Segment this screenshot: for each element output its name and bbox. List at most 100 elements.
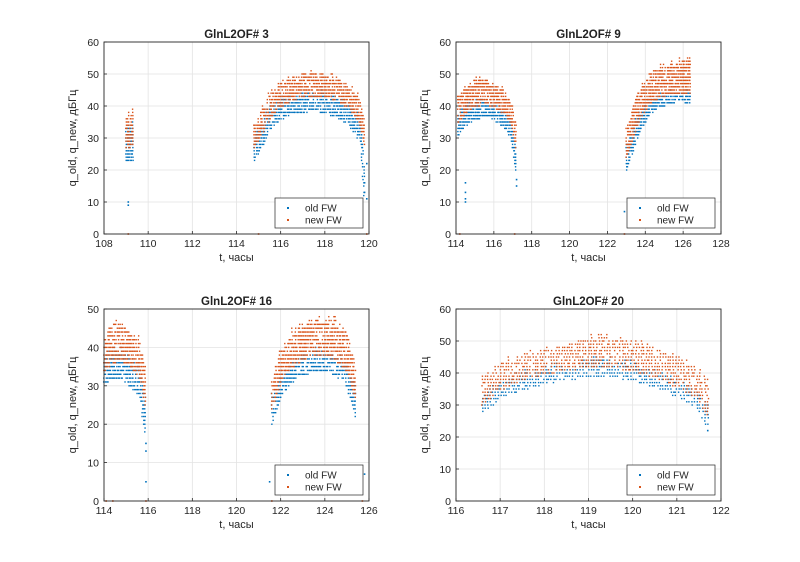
data-point xyxy=(261,137,263,139)
data-point xyxy=(261,118,263,120)
data-point xyxy=(550,356,552,358)
data-point xyxy=(599,356,601,358)
data-point xyxy=(347,381,350,383)
data-point xyxy=(336,365,338,368)
data-point xyxy=(491,95,493,98)
data-point xyxy=(635,105,637,107)
data-point xyxy=(298,111,300,114)
data-point xyxy=(297,98,299,101)
data-point xyxy=(266,134,269,136)
data-point xyxy=(135,354,137,356)
data-point xyxy=(321,342,324,345)
data-point xyxy=(633,134,636,136)
data-point xyxy=(657,79,659,82)
data-point xyxy=(501,108,504,110)
data-point xyxy=(112,369,114,372)
data-point xyxy=(274,388,276,391)
data-point xyxy=(128,350,130,352)
y-tick-label: 10 xyxy=(87,197,99,209)
data-point xyxy=(350,114,352,117)
data-point xyxy=(110,342,113,345)
data-point xyxy=(682,362,685,365)
data-point xyxy=(347,358,349,360)
data-point xyxy=(327,76,329,78)
data-point xyxy=(288,377,290,379)
data-point xyxy=(603,375,605,377)
data-point xyxy=(144,427,146,429)
data-point xyxy=(614,369,616,371)
data-point xyxy=(473,95,476,98)
data-point xyxy=(329,108,331,110)
data-point xyxy=(482,114,484,117)
data-point xyxy=(662,95,664,98)
data-point xyxy=(346,105,348,107)
data-point xyxy=(124,365,126,368)
data-point xyxy=(477,79,480,82)
data-point xyxy=(482,397,484,400)
data-point xyxy=(253,134,255,136)
data-point xyxy=(645,375,648,377)
data-point xyxy=(503,372,506,374)
y-tick-label: 50 xyxy=(439,69,451,81)
data-point xyxy=(514,372,516,374)
data-point xyxy=(253,137,255,139)
data-point xyxy=(589,346,592,349)
data-point xyxy=(127,124,130,126)
data-point xyxy=(483,105,485,107)
data-point xyxy=(271,396,273,399)
data-point xyxy=(513,385,516,387)
data-point xyxy=(345,362,347,364)
data-point xyxy=(652,76,655,78)
data-point xyxy=(298,92,300,94)
data-point xyxy=(345,92,347,94)
data-point xyxy=(654,102,656,104)
data-point xyxy=(318,315,321,318)
data-point xyxy=(340,111,343,114)
data-point xyxy=(605,337,608,339)
data-point xyxy=(493,98,496,101)
data-point xyxy=(685,375,687,377)
data-point xyxy=(536,359,539,361)
data-point xyxy=(497,86,499,88)
data-point xyxy=(491,385,494,387)
data-point xyxy=(141,411,143,414)
data-point xyxy=(629,343,632,345)
data-point xyxy=(671,79,674,82)
data-point xyxy=(650,89,652,91)
data-point xyxy=(654,79,656,82)
data-point xyxy=(471,98,474,101)
data-point xyxy=(329,89,331,91)
data-point xyxy=(338,369,341,372)
data-point xyxy=(279,358,281,360)
data-point xyxy=(640,102,642,104)
data-point xyxy=(645,111,648,114)
data-point xyxy=(511,105,514,107)
data-point xyxy=(333,335,335,337)
legend-marker xyxy=(287,474,289,476)
data-point xyxy=(281,98,283,101)
data-point xyxy=(464,191,467,194)
data-point xyxy=(308,331,310,333)
data-point xyxy=(348,118,351,120)
data-point xyxy=(508,121,510,123)
data-point xyxy=(361,134,363,136)
data-point xyxy=(340,365,342,368)
data-point xyxy=(331,89,334,91)
data-point xyxy=(674,86,676,88)
data-point xyxy=(325,82,328,85)
data-point xyxy=(706,429,709,432)
data-point xyxy=(475,98,477,101)
data-point xyxy=(577,372,580,374)
data-point xyxy=(317,95,319,98)
data-point xyxy=(314,86,316,88)
data-point xyxy=(512,121,515,123)
data-point xyxy=(266,102,268,104)
data-point xyxy=(595,365,598,368)
legend-label: new FW xyxy=(305,216,342,227)
data-point xyxy=(595,372,598,374)
data-point xyxy=(540,381,542,384)
data-point xyxy=(619,356,621,358)
y-tick-label: 30 xyxy=(87,133,99,145)
data-point xyxy=(282,354,285,356)
data-point xyxy=(510,365,512,368)
